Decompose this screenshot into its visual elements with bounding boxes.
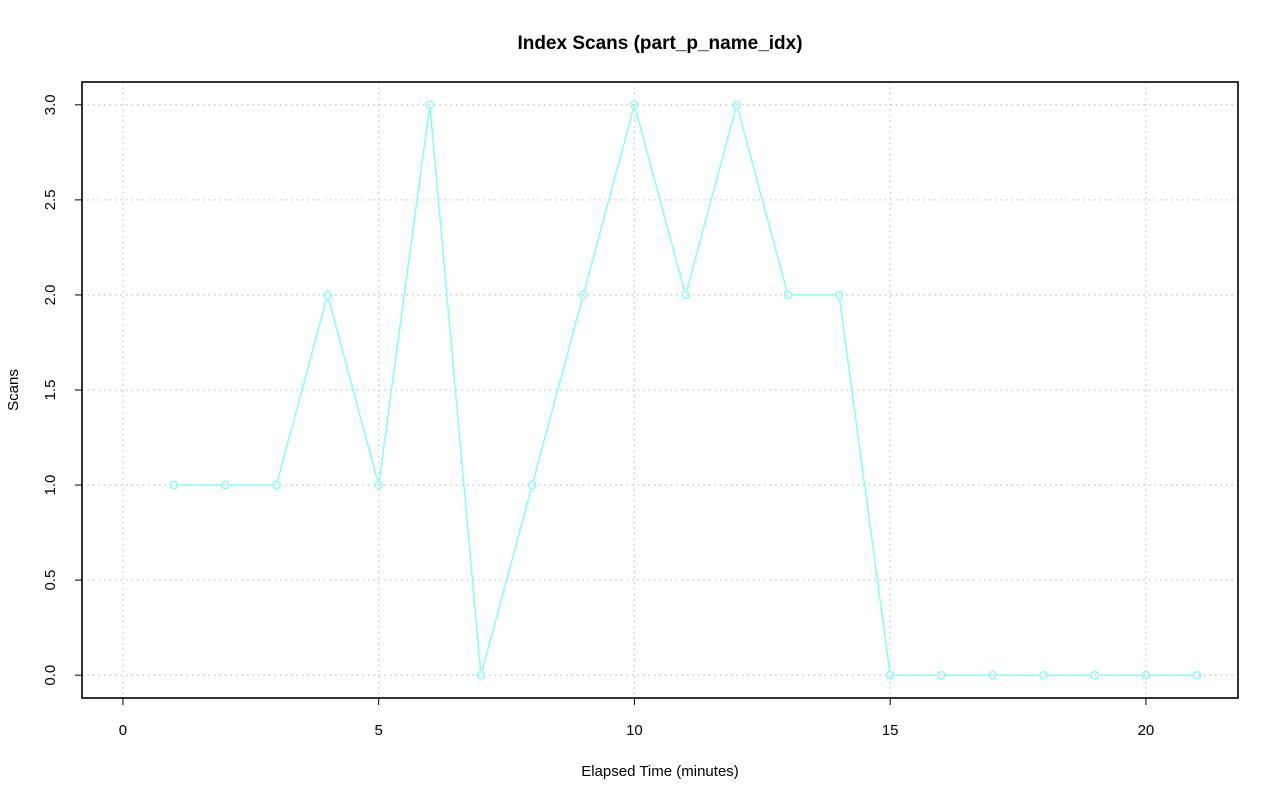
x-tick-label: 20 (1138, 722, 1155, 739)
data-point (1192, 670, 1202, 680)
series-line-segment (634, 109, 686, 291)
data-point (578, 290, 588, 300)
series-line-segment (532, 299, 583, 481)
chart-title: Index Scans (part_p_name_idx) (517, 33, 802, 54)
series-line-segment (583, 109, 634, 291)
series-line-segment (276, 299, 328, 481)
data-point (1090, 670, 1100, 680)
data-point (885, 670, 895, 680)
data-point (220, 480, 230, 490)
data-point (681, 290, 690, 300)
x-tick-label: 5 (375, 722, 383, 739)
y-tick-label: 1.0 (42, 475, 59, 496)
series-line-segment (481, 489, 532, 671)
data-point (783, 290, 793, 300)
data-point (1141, 670, 1151, 680)
data-point (834, 290, 844, 300)
y-tick-label: 0.0 (42, 665, 59, 686)
data-point (425, 100, 435, 110)
data-point (323, 290, 332, 300)
series-line-segment (686, 109, 737, 291)
data-point (630, 100, 639, 110)
data-point (527, 480, 537, 490)
y-tick-label: 2.0 (42, 285, 59, 306)
series-line-segment (328, 299, 379, 481)
series-line-segment (838, 299, 891, 671)
grid (82, 82, 1238, 698)
series-line-segment (378, 109, 430, 481)
y-tick-label: 3.0 (42, 94, 59, 115)
x-tick-label: 0 (119, 722, 127, 739)
data-point (476, 670, 486, 680)
x-axis: 0 5 10 15 20 (119, 698, 1155, 739)
y-tick-label: 2.5 (42, 189, 59, 210)
y-axis-label: Scans (5, 369, 22, 411)
series-line-segment (737, 109, 788, 291)
series-group (169, 100, 1202, 680)
data-point (1039, 670, 1048, 680)
x-axis-label: Elapsed Time (minutes) (581, 763, 739, 780)
y-axis: 0.0 0.5 1.0 1.5 2.0 2.5 3.0 (42, 94, 82, 686)
y-tick-label: 0.5 (42, 570, 59, 591)
data-point (272, 480, 281, 490)
data-point (169, 480, 179, 490)
x-tick-label: 10 (626, 722, 643, 739)
data-point (374, 480, 383, 490)
x-tick-label: 15 (882, 722, 899, 739)
data-point (732, 100, 742, 110)
series-line-segment (429, 109, 482, 671)
data-point (937, 670, 946, 680)
y-tick-label: 1.5 (42, 380, 59, 401)
data-point (988, 670, 997, 680)
